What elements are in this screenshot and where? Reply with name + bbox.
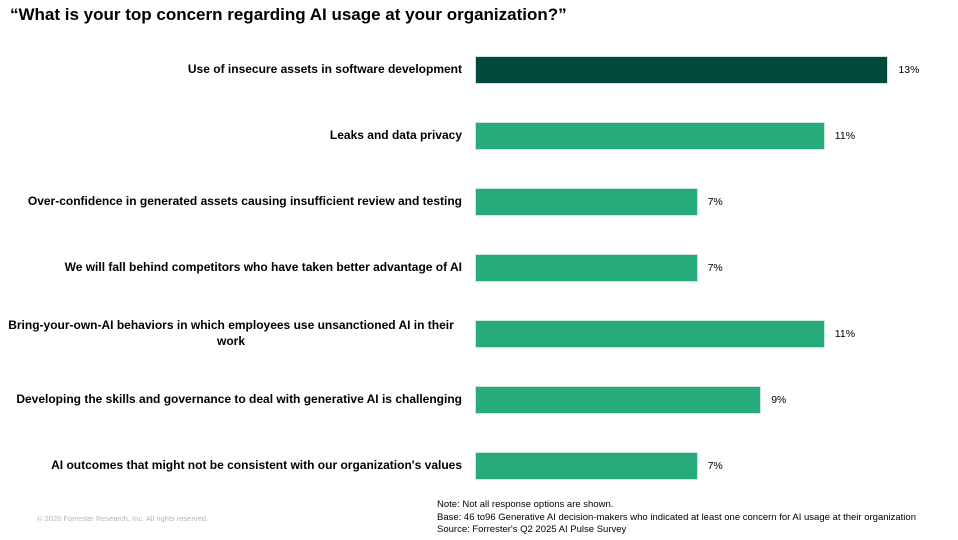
bar-row: AI outcomes that might not be consistent… (0, 433, 958, 499)
value-label: 7% (707, 196, 723, 208)
category-label: Bring-your-own-AI behaviors in which emp… (0, 318, 462, 349)
bar-cell: 11% (462, 320, 958, 348)
bar-row: Bring-your-own-AI behaviors in which emp… (0, 301, 958, 367)
category-label: Over-confidence in generated assets caus… (0, 194, 462, 210)
copyright-text: © 2026 Forrester Research, Inc. All righ… (37, 514, 209, 523)
bar-row: Developing the skills and governance to … (0, 367, 958, 433)
bar (475, 254, 698, 282)
bar-cell: 11% (462, 122, 958, 150)
value-label: 11% (834, 130, 856, 142)
bar-cell: 7% (462, 188, 958, 216)
category-label: Leaks and data privacy (0, 128, 462, 144)
value-label: 9% (771, 394, 787, 406)
value-label: 7% (707, 460, 723, 472)
category-label: Developing the skills and governance to … (0, 392, 462, 408)
bar-row: Use of insecure assets in software devel… (0, 37, 958, 103)
bar (475, 386, 762, 414)
bar (475, 452, 698, 480)
value-label: 7% (707, 262, 723, 274)
bar-row: Over-confidence in generated assets caus… (0, 169, 958, 235)
category-label-text: Use of insecure assets in software devel… (187, 62, 462, 77)
chart-title: “What is your top concern regarding AI u… (10, 5, 567, 24)
footnote-source: Source: Forrester's Q2 2025 AI Pulse Sur… (437, 524, 627, 536)
category-label-text: We will fall behind competitors who have… (64, 260, 462, 275)
footnote-base: Base: 46 to96 Generative AI decision-mak… (437, 511, 916, 523)
category-label: AI outcomes that might not be consistent… (0, 458, 462, 474)
bar-cell: 7% (462, 254, 958, 282)
bar-cell: 7% (462, 452, 958, 480)
bar (475, 320, 825, 348)
bar-cell: 9% (462, 386, 958, 414)
bar (475, 122, 825, 150)
bar-chart: Use of insecure assets in software devel… (0, 37, 958, 499)
bar-cell: 13% (462, 56, 958, 84)
bar-row: Leaks and data privacy 11% (0, 103, 958, 169)
category-label-text: Bring-your-own-AI behaviors in which emp… (8, 318, 454, 348)
value-label: 13% (898, 64, 920, 76)
category-label: We will fall behind competitors who have… (0, 260, 462, 276)
category-label-text: Leaks and data privacy (329, 128, 462, 143)
bar-row: We will fall behind competitors who have… (0, 235, 958, 301)
value-label: 11% (834, 328, 856, 340)
bar (475, 56, 889, 84)
bar (475, 188, 698, 216)
footnote-note: Note: Not all response options are shown… (437, 499, 614, 510)
category-label: Use of insecure assets in software devel… (0, 62, 462, 78)
category-label-text: Developing the skills and governance to … (16, 392, 462, 407)
category-label-text: Over-confidence in generated assets caus… (27, 194, 462, 209)
category-label-text: AI outcomes that might not be consistent… (51, 458, 462, 473)
footnotes: Note: Not all response options are shown… (437, 499, 916, 537)
